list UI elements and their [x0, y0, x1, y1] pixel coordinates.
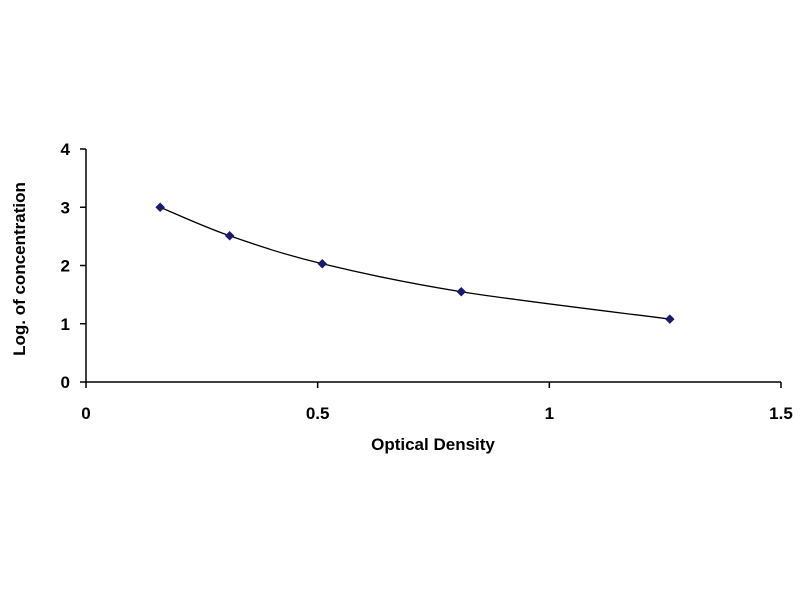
x-tick-label: 0.5 [306, 404, 330, 423]
x-tick-label: 0 [81, 404, 90, 423]
data-point [664, 314, 675, 324]
data-point [155, 202, 165, 213]
y-tick-label: 3 [61, 198, 70, 217]
data-point [317, 258, 328, 269]
trend-curve [159, 206, 670, 320]
y-axis-title: Log. of concentration [10, 182, 29, 356]
y-tick-label: 4 [61, 140, 71, 159]
data-points [155, 202, 675, 324]
axes [80, 148, 782, 388]
data-point [224, 230, 235, 241]
y-tick-label: 0 [61, 373, 70, 392]
tick-labels: 0 1 2 3 4 0 0.5 1 1.5 [61, 140, 793, 423]
x-tick-label: 1 [545, 404, 554, 423]
trend-curve-layer [159, 206, 670, 320]
data-point [456, 286, 467, 297]
x-axis-title: Optical Density [371, 435, 495, 454]
y-tick-label: 1 [61, 315, 70, 334]
y-tick-label: 2 [61, 257, 70, 276]
x-tick-label: 1.5 [769, 404, 793, 423]
